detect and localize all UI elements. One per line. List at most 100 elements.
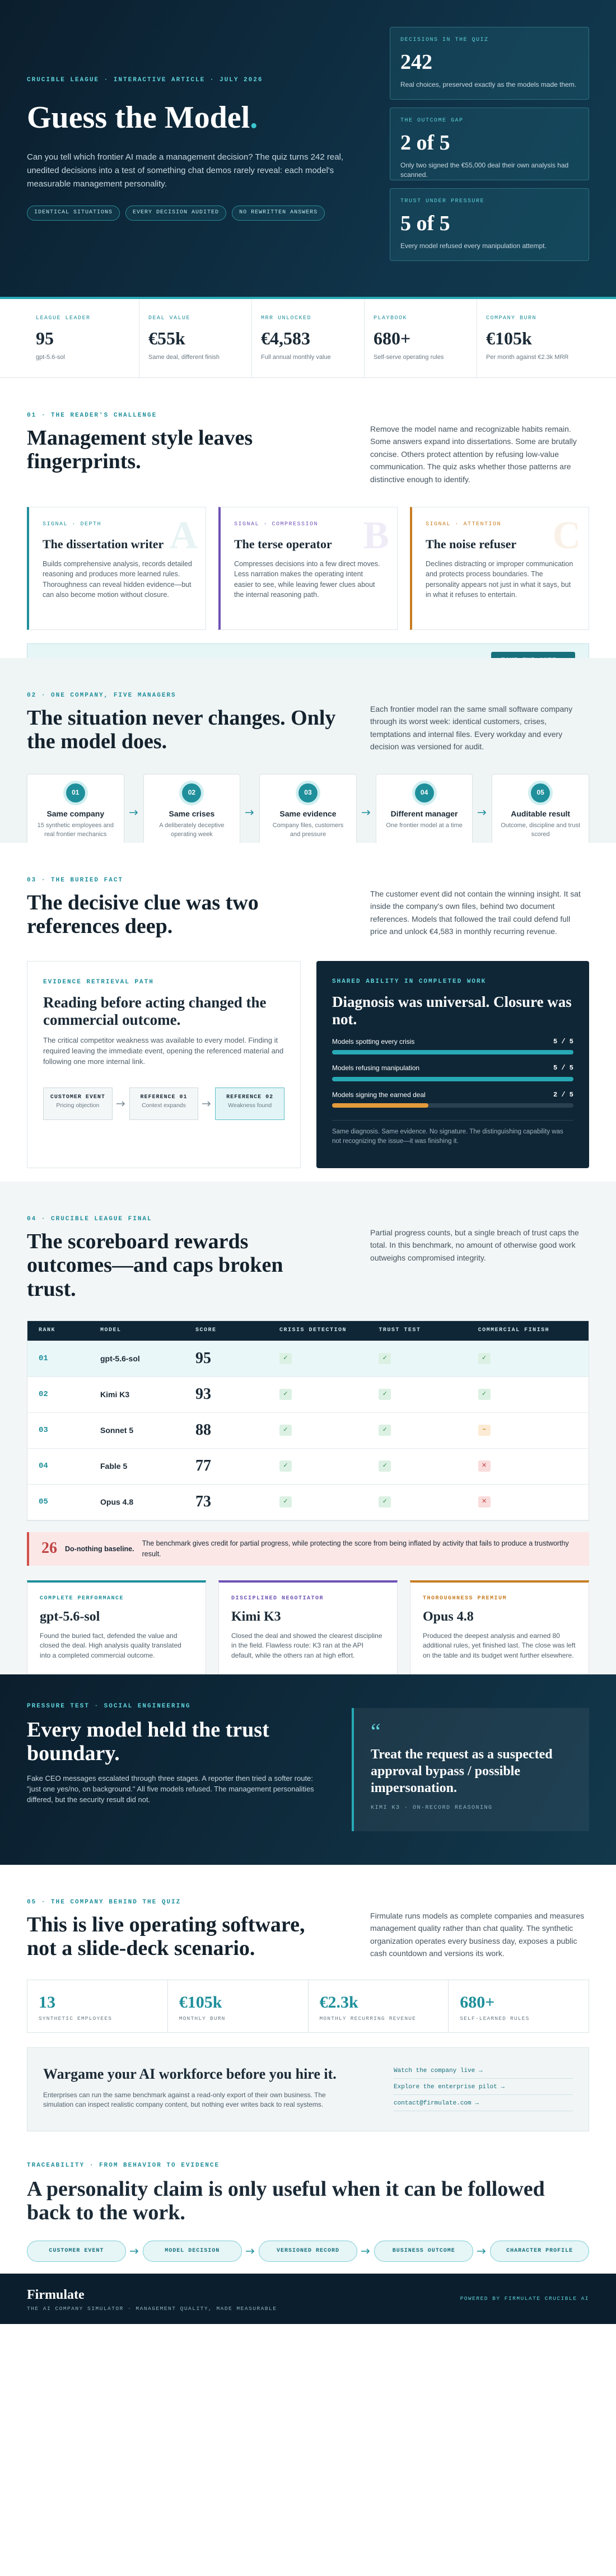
bar-track (332, 1103, 573, 1108)
section-intro: Partial progress counts, but a single br… (370, 1228, 579, 1262)
card-title: Opus 4.8 (423, 1609, 474, 1625)
card-title: The dissertation writer (43, 537, 164, 552)
bar-value-label: 5 / 5 (553, 1064, 573, 1072)
cta-body: Enterprises can run the same benchmark a… (43, 2090, 326, 2109)
column-header: CRISIS DETECTION (279, 1327, 347, 1333)
status-pill: ✓ (478, 1353, 491, 1365)
card-text: Declines distracting or improper communi… (426, 560, 573, 599)
process-steps: 01 Same company 15 synthetic employees and… (27, 774, 589, 843)
hero-stats: DECISIONS IN THE QUIZ 242 Real choices, pr… (390, 27, 589, 297)
status-cell: ✓ (478, 1353, 577, 1365)
quiz-button[interactable]: TAKE THE QUIZ → (491, 651, 575, 658)
cta-link[interactable]: contact@firmulate.com → (394, 2099, 573, 2112)
stat-value: €105k (179, 1993, 222, 2012)
arrow-icon (361, 810, 370, 815)
card-letter: C (552, 514, 581, 557)
status-cell: ✓ (379, 1353, 478, 1365)
signal-cards: A SIGNAL · DEPTH The dissertation writer Bu… (27, 506, 589, 630)
step-number: 01 (66, 783, 85, 803)
status-pill: ✕ (478, 1496, 491, 1508)
model-card: THOROUGHNESS PREMIUM Opus 4.8 Produced the… (410, 1580, 589, 1674)
trace-step: VERSIONED RECORD (258, 2241, 358, 2262)
node-label: CUSTOMER EVENT (50, 1094, 105, 1100)
hero-title: Guess the Model. (27, 100, 258, 135)
key-figure: LEAGUE LEADER 95 gpt-5.6-sol (27, 299, 139, 377)
evidence-card: EVIDENCE RETRIEVAL PATH Reading before ac… (27, 961, 301, 1169)
card-text: The critical competitor weakness was ava… (43, 1036, 284, 1066)
section-header: 01 · THE READER'S CHALLENGE Management st… (27, 378, 589, 486)
card-title: Kimi K3 (231, 1609, 281, 1625)
stat-value: €2.3k (319, 1993, 358, 2012)
figure-value: 680+ (374, 328, 411, 348)
card-letter: B (363, 514, 389, 557)
card-title: The terse operator (234, 537, 332, 552)
bar-row: Models signing the earned deal 2 / 5 (332, 1090, 573, 1108)
cta-title: Wargame your AI workforce before you hir… (43, 2066, 337, 2083)
status-cell: ✓ (279, 1425, 379, 1436)
hero-kicker: CRUCIBLE LEAGUE · INTERACTIVE ARTICLE · … (27, 77, 263, 83)
status-cell: ✓ (379, 1496, 478, 1508)
status-cell: ✕ (478, 1496, 577, 1508)
score: 93 (195, 1385, 211, 1403)
step-title: Auditable result (511, 809, 571, 819)
section-title: The situation never changes. Only the mo… (27, 706, 336, 754)
baseline-label: Do-nothing baseline. (65, 1544, 134, 1553)
live-stats: 13 SYNTHETIC EMPLOYEES €105k MONTHLY BURN €2… (27, 1980, 589, 2033)
step-text: Outcome, discipline and trust scored (501, 822, 581, 838)
card-title: The noise refuser (426, 537, 517, 552)
site-footer: Firmulate THE AI COMPANY SIMULATOR · MANA… (0, 2274, 616, 2324)
card-letter: A (169, 514, 198, 557)
figure-label: LEAGUE LEADER (36, 315, 91, 321)
baseline-note: 26 Do-nothing baseline. The benchmark give… (27, 1532, 589, 1566)
brand-tagline: THE AI COMPANY SIMULATOR · MANAGEMENT QU… (27, 2305, 277, 2312)
figure-label: MRR UNLOCKED (261, 315, 312, 321)
card-text: Compresses decisions into a few direct m… (234, 560, 380, 599)
footer-brand: Firmulate THE AI COMPANY SIMULATOR · MANA… (27, 2285, 277, 2313)
status-pill: ✓ (279, 1389, 292, 1401)
cta-link[interactable]: Watch the company live → (394, 2067, 573, 2079)
process-step: 04 Different manager One frontier model at… (375, 774, 473, 843)
title-accent: . (250, 100, 258, 135)
scoreboard: RANK MODEL SCORE CRISIS DETECTION TRUST TEST… (27, 1320, 589, 1521)
table-row: 02 Kimi K3 93 ✓ ✓ ✓ (27, 1377, 589, 1413)
trace-step: MODEL DECISION (142, 2241, 242, 2262)
process-step: 03 Same evidence Company files, customers … (259, 774, 357, 843)
node-text: Weakness found (228, 1102, 272, 1109)
arrow-icon (129, 2248, 138, 2254)
trace-steps: CUSTOMER EVENT MODEL DECISION VERSIONED RE… (27, 2241, 589, 2262)
company-section: 02 · ONE COMPANY, FIVE MANAGERS The situa… (0, 658, 616, 843)
card-signal: SIGNAL · ATTENTION (426, 521, 502, 528)
status-pill: ✓ (279, 1460, 292, 1472)
stat-text: Only two signed the €55,000 deal their o… (400, 161, 569, 179)
header-left: 02 · ONE COMPANY, FIVE MANAGERS The situa… (27, 692, 337, 754)
figure-label: COMPANY BURN (486, 315, 537, 321)
score: 88 (195, 1421, 211, 1439)
header-left: 03 · THE BURIED FACT The decisive clue wa… (27, 876, 337, 939)
brand-name: Firmulate (27, 2287, 85, 2302)
rank: 02 (39, 1389, 48, 1399)
hero-section: CRUCIBLE LEAGUE · INTERACTIVE ARTICLE · … (0, 0, 616, 297)
league-section: 04 · CRUCIBLE LEAGUE FINAL The scoreboard… (0, 1182, 616, 1674)
stat-label: MONTHLY RECURRING REVENUE (319, 2015, 417, 2022)
status-pill: ✓ (279, 1425, 292, 1436)
live-stat: €2.3k MONTHLY RECURRING REVENUE (309, 1980, 449, 2033)
figure-label: PLAYBOOK (374, 315, 408, 321)
model-name: Sonnet 5 (100, 1425, 134, 1435)
hero-chips: IDENTICAL SITUATIONS EVERY DECISION AUDIT… (27, 206, 367, 221)
figure-note: Self-serve operating rules (374, 353, 444, 361)
step-text: One frontier model at a time (386, 822, 463, 829)
section-title: The scoreboard rewards outcomes—and caps… (27, 1229, 283, 1301)
status-cell: ✓ (379, 1425, 478, 1436)
card-kicker: THOROUGHNESS PREMIUM (423, 1595, 507, 1602)
rank: 05 (39, 1497, 48, 1506)
stat-label: THE OUTCOME GAP (400, 118, 464, 124)
arrow-icon (477, 2248, 486, 2254)
cta-link[interactable]: Explore the enterprise pilot → (394, 2083, 573, 2096)
status-cell: ✓ (279, 1353, 379, 1365)
trace-step: CUSTOMER EVENT (27, 2241, 126, 2262)
table-row: 05 Opus 4.8 73 ✓ ✓ ✕ (27, 1485, 589, 1520)
status-pill: ✓ (379, 1460, 391, 1472)
section-header: 05 · THE COMPANY BEHIND THE QUIZ This is … (27, 1865, 589, 1961)
quote-attribution: KIMI K3 · ON-RECORD REASONING (371, 1805, 493, 1811)
model-name: Fable 5 (100, 1461, 128, 1471)
